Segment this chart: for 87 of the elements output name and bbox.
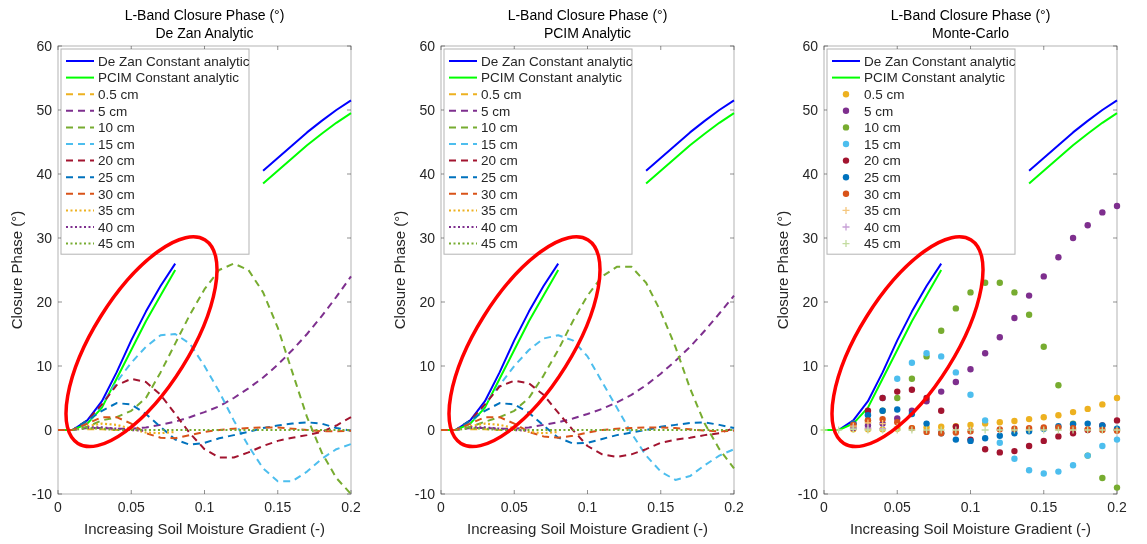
chart-subtitle: Monte-Carlo xyxy=(931,25,1010,41)
y-tick-label: -10 xyxy=(797,485,819,502)
y-tick-label: 60 xyxy=(802,37,819,54)
legend-label: PCIM Constant analytic xyxy=(864,70,1006,86)
y-axis-title: Closure Phase (°) xyxy=(391,210,408,330)
legend-label: PCIM Constant analytic xyxy=(98,70,240,86)
y-tick-label: 40 xyxy=(802,165,819,182)
legend-label: De Zan Constant analytic xyxy=(98,53,250,69)
legend-label: 25 cm xyxy=(481,169,518,185)
legend-label: De Zan Constant analytic xyxy=(864,53,1016,69)
legend-label: 35 cm xyxy=(98,203,135,219)
x-tick-label: 0.1 xyxy=(577,499,598,515)
x-tick-label: 0.15 xyxy=(1030,499,1058,515)
legend-label: 15 cm xyxy=(481,136,518,152)
legend-label: 5 cm xyxy=(481,103,511,119)
legend-label: 40 cm xyxy=(98,219,135,235)
legend-label: 30 cm xyxy=(864,186,901,202)
legend-label: 45 cm xyxy=(864,236,901,252)
x-tick-label: 0.1 xyxy=(194,499,215,515)
y-tick-label: 10 xyxy=(36,357,53,374)
y-tick-label: 10 xyxy=(419,357,436,374)
y-tick-label: 60 xyxy=(36,37,53,54)
legend-label: 15 cm xyxy=(98,136,135,152)
y-tick-label: 10 xyxy=(802,357,819,374)
x-tick-label: 0.05 xyxy=(117,499,146,515)
x-axis-title: Increasing Soil Moisture Gradient (-) xyxy=(467,520,708,537)
legend-label: 0.5 cm xyxy=(864,86,905,102)
legend-label: De Zan Constant analytic xyxy=(481,53,633,69)
y-tick-label: 0 xyxy=(810,421,819,438)
y-tick-label: 0 xyxy=(44,421,53,438)
y-tick-label: 40 xyxy=(419,165,436,182)
legend-label: 40 cm xyxy=(864,219,901,235)
y-tick-label: 20 xyxy=(802,293,819,310)
legend-label: 20 cm xyxy=(481,153,518,169)
chart-subtitle: De Zan Analytic xyxy=(155,25,254,41)
y-tick-label: 50 xyxy=(419,101,436,118)
legend-label: 25 cm xyxy=(98,169,135,185)
legend-label: 30 cm xyxy=(98,186,135,202)
x-tick-label: 0 xyxy=(54,499,63,515)
x-tick-label: 0.15 xyxy=(647,499,675,515)
legend-label: 10 cm xyxy=(98,120,135,136)
y-axis-title: Closure Phase (°) xyxy=(774,210,791,330)
y-tick-label: 60 xyxy=(419,37,436,54)
chart-title: L-Band Closure Phase (°) xyxy=(507,7,668,23)
legend-label: 0.5 cm xyxy=(98,86,139,102)
y-tick-label: 20 xyxy=(419,293,436,310)
y-tick-label: 0 xyxy=(427,421,436,438)
x-tick-label: 0.1 xyxy=(960,499,981,515)
x-tick-label: 0.2 xyxy=(724,499,744,515)
x-tick-label: 0.2 xyxy=(1107,499,1127,515)
legend-label: 45 cm xyxy=(481,236,518,252)
y-tick-label: 40 xyxy=(36,165,53,182)
x-tick-label: 0.05 xyxy=(500,499,529,515)
legend-label: 30 cm xyxy=(481,186,518,202)
legend-label: 5 cm xyxy=(864,103,894,119)
y-tick-label: -10 xyxy=(414,485,436,502)
y-tick-label: 30 xyxy=(802,229,819,246)
chart-title: L-Band Closure Phase (°) xyxy=(124,7,285,23)
legend-label: 5 cm xyxy=(98,103,128,119)
x-axis-title: Increasing Soil Moisture Gradient (-) xyxy=(84,520,325,537)
x-tick-label: 0 xyxy=(437,499,446,515)
chart-subtitle: PCIM Analytic xyxy=(543,25,632,41)
legend-label: 25 cm xyxy=(864,169,901,185)
x-tick-label: 0.2 xyxy=(341,499,361,515)
y-tick-label: -10 xyxy=(31,485,53,502)
legend-label: PCIM Constant analytic xyxy=(481,70,623,86)
legend-label: 45 cm xyxy=(98,236,135,252)
legend-label: 0.5 cm xyxy=(481,86,522,102)
y-tick-label: 50 xyxy=(802,101,819,118)
x-tick-label: 0.15 xyxy=(264,499,292,515)
legend-label: 35 cm xyxy=(864,203,901,219)
x-tick-label: 0 xyxy=(820,499,829,515)
legend-label: 10 cm xyxy=(864,120,901,136)
legend-label: 15 cm xyxy=(864,136,901,152)
legend-label: 40 cm xyxy=(481,219,518,235)
y-tick-label: 50 xyxy=(36,101,53,118)
x-tick-label: 0.05 xyxy=(883,499,912,515)
y-tick-label: 30 xyxy=(36,229,53,246)
y-tick-label: 20 xyxy=(36,293,53,310)
legend-label: 20 cm xyxy=(98,153,135,169)
y-axis-title: Closure Phase (°) xyxy=(8,210,25,330)
legend-label: 20 cm xyxy=(864,153,901,169)
chart-title: L-Band Closure Phase (°) xyxy=(890,7,1051,23)
legend-label: 10 cm xyxy=(481,120,518,136)
x-axis-title: Increasing Soil Moisture Gradient (-) xyxy=(850,520,1091,537)
legend-label: 35 cm xyxy=(481,203,518,219)
y-tick-label: 30 xyxy=(419,229,436,246)
